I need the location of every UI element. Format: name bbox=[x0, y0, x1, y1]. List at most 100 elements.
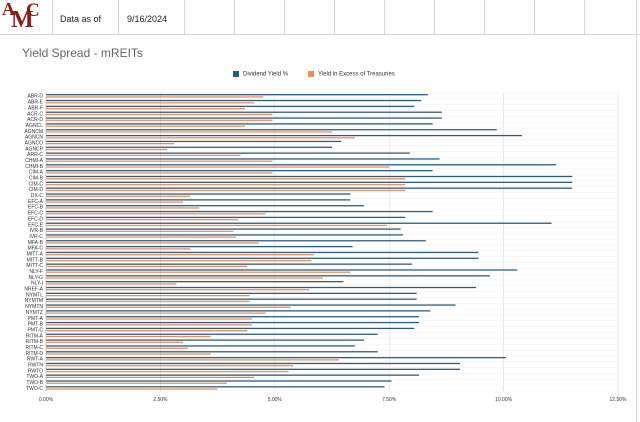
bar-excess-yield[interactable] bbox=[46, 283, 177, 285]
bar-excess-yield[interactable] bbox=[46, 388, 218, 390]
bar-excess-yield[interactable] bbox=[46, 289, 310, 291]
bar-dividend-yield[interactable] bbox=[46, 129, 497, 131]
legend-item-excess-yield[interactable]: Yield in Excess of Treasuries bbox=[308, 71, 395, 78]
bar-excess-yield[interactable] bbox=[46, 113, 273, 116]
bar-excess-yield[interactable] bbox=[46, 125, 246, 127]
bar-excess-yield[interactable] bbox=[46, 230, 234, 232]
bar-dividend-yield[interactable] bbox=[46, 158, 440, 160]
bar-dividend-yield[interactable] bbox=[46, 175, 573, 178]
bar-dividend-yield[interactable] bbox=[46, 286, 477, 289]
bar-dividend-yield[interactable] bbox=[46, 152, 410, 154]
bar-excess-yield[interactable] bbox=[46, 335, 211, 338]
bar-dividend-yield[interactable] bbox=[46, 263, 413, 265]
bar-excess-yield[interactable] bbox=[46, 312, 266, 314]
bar-dividend-yield[interactable] bbox=[46, 374, 419, 376]
bar-excess-yield[interactable] bbox=[46, 218, 239, 221]
bar-excess-yield[interactable] bbox=[46, 294, 250, 297]
bar-dividend-yield[interactable] bbox=[46, 210, 433, 213]
bar-excess-yield[interactable] bbox=[46, 259, 312, 262]
bar-dividend-yield[interactable] bbox=[46, 164, 557, 166]
bar-dividend-yield[interactable] bbox=[46, 339, 365, 341]
bar-dividend-yield[interactable] bbox=[46, 251, 479, 254]
bar-excess-yield[interactable] bbox=[46, 201, 184, 203]
bar-dividend-yield[interactable] bbox=[46, 99, 422, 102]
bar-dividend-yield[interactable] bbox=[46, 327, 415, 330]
bar-excess-yield[interactable] bbox=[46, 160, 273, 162]
bar-excess-yield[interactable] bbox=[46, 306, 291, 308]
bar-excess-yield[interactable] bbox=[46, 370, 289, 373]
bar-dividend-yield[interactable] bbox=[46, 356, 506, 359]
bar-dividend-yield[interactable] bbox=[46, 193, 351, 195]
bar-excess-yield[interactable] bbox=[46, 318, 252, 320]
bar-dividend-yield[interactable] bbox=[46, 134, 522, 137]
bar-dividend-yield[interactable] bbox=[46, 123, 433, 125]
bar-dividend-yield[interactable] bbox=[46, 181, 573, 183]
bar-excess-yield[interactable] bbox=[46, 236, 236, 238]
bar-excess-yield[interactable] bbox=[46, 154, 241, 156]
bar-dividend-yield[interactable] bbox=[46, 240, 426, 242]
bar-excess-yield[interactable] bbox=[46, 359, 339, 361]
bar-excess-yield[interactable] bbox=[46, 347, 188, 349]
bar-excess-yield[interactable] bbox=[46, 265, 248, 268]
legend-item-dividend-yield[interactable]: Dividend Yield % bbox=[233, 71, 288, 78]
bar-dividend-yield[interactable] bbox=[46, 310, 431, 312]
bar-dividend-yield[interactable] bbox=[46, 281, 344, 283]
bar-dividend-yield[interactable] bbox=[46, 257, 479, 259]
bar-excess-yield[interactable] bbox=[46, 224, 387, 227]
bar-excess-yield[interactable] bbox=[46, 119, 273, 121]
bar-dividend-yield[interactable] bbox=[46, 234, 403, 236]
bar-dividend-yield[interactable] bbox=[46, 111, 442, 113]
bar-dividend-yield[interactable] bbox=[46, 205, 365, 207]
bar-dividend-yield[interactable] bbox=[46, 146, 332, 148]
bar-excess-yield[interactable] bbox=[46, 242, 259, 244]
bar-excess-yield[interactable] bbox=[46, 96, 264, 98]
bar-dividend-yield[interactable] bbox=[46, 170, 433, 172]
bar-excess-yield[interactable] bbox=[46, 376, 255, 379]
bar-dividend-yield[interactable] bbox=[46, 345, 355, 347]
bar-dividend-yield[interactable] bbox=[46, 140, 342, 143]
bar-excess-yield[interactable] bbox=[46, 102, 255, 104]
bar-dividend-yield[interactable] bbox=[46, 368, 461, 370]
bar-dividend-yield[interactable] bbox=[46, 228, 401, 230]
bar-excess-yield[interactable] bbox=[46, 195, 191, 197]
bar-excess-yield[interactable] bbox=[46, 271, 351, 273]
bar-dividend-yield[interactable] bbox=[46, 333, 378, 335]
bar-excess-yield[interactable] bbox=[46, 137, 355, 139]
bar-excess-yield[interactable] bbox=[46, 365, 294, 367]
bar-dividend-yield[interactable] bbox=[46, 380, 392, 382]
bar-dividend-yield[interactable] bbox=[46, 292, 417, 295]
bar-excess-yield[interactable] bbox=[46, 329, 248, 332]
bar-excess-yield[interactable] bbox=[46, 183, 406, 186]
bar-dividend-yield[interactable] bbox=[46, 275, 490, 277]
bar-dividend-yield[interactable] bbox=[46, 362, 461, 365]
bar-excess-yield[interactable] bbox=[46, 248, 191, 250]
bar-dividend-yield[interactable] bbox=[46, 351, 378, 353]
bar-excess-yield[interactable] bbox=[46, 107, 246, 110]
bar-dividend-yield[interactable] bbox=[46, 298, 417, 300]
bar-dividend-yield[interactable] bbox=[46, 245, 353, 248]
bar-excess-yield[interactable] bbox=[46, 131, 332, 133]
bar-excess-yield[interactable] bbox=[46, 143, 175, 145]
bar-dividend-yield[interactable] bbox=[46, 117, 442, 119]
bar-dividend-yield[interactable] bbox=[46, 386, 385, 388]
bar-dividend-yield[interactable] bbox=[46, 199, 351, 201]
bar-dividend-yield[interactable] bbox=[46, 105, 415, 108]
bar-excess-yield[interactable] bbox=[46, 178, 406, 180]
bar-excess-yield[interactable] bbox=[46, 172, 273, 174]
bar-excess-yield[interactable] bbox=[46, 300, 250, 303]
bar-excess-yield[interactable] bbox=[46, 189, 406, 192]
bar-dividend-yield[interactable] bbox=[46, 316, 419, 318]
bar-dividend-yield[interactable] bbox=[46, 321, 419, 324]
bar-excess-yield[interactable] bbox=[46, 277, 323, 279]
bar-excess-yield[interactable] bbox=[46, 324, 252, 326]
bar-excess-yield[interactable] bbox=[46, 213, 266, 215]
bar-excess-yield[interactable] bbox=[46, 353, 211, 355]
bar-dividend-yield[interactable] bbox=[46, 222, 552, 224]
bar-excess-yield[interactable] bbox=[46, 207, 200, 209]
bar-dividend-yield[interactable] bbox=[46, 269, 518, 271]
bar-dividend-yield[interactable] bbox=[46, 94, 429, 96]
bar-dividend-yield[interactable] bbox=[46, 304, 456, 306]
bar-excess-yield[interactable] bbox=[46, 166, 390, 168]
bar-dividend-yield[interactable] bbox=[46, 216, 406, 219]
bar-excess-yield[interactable] bbox=[46, 382, 227, 384]
